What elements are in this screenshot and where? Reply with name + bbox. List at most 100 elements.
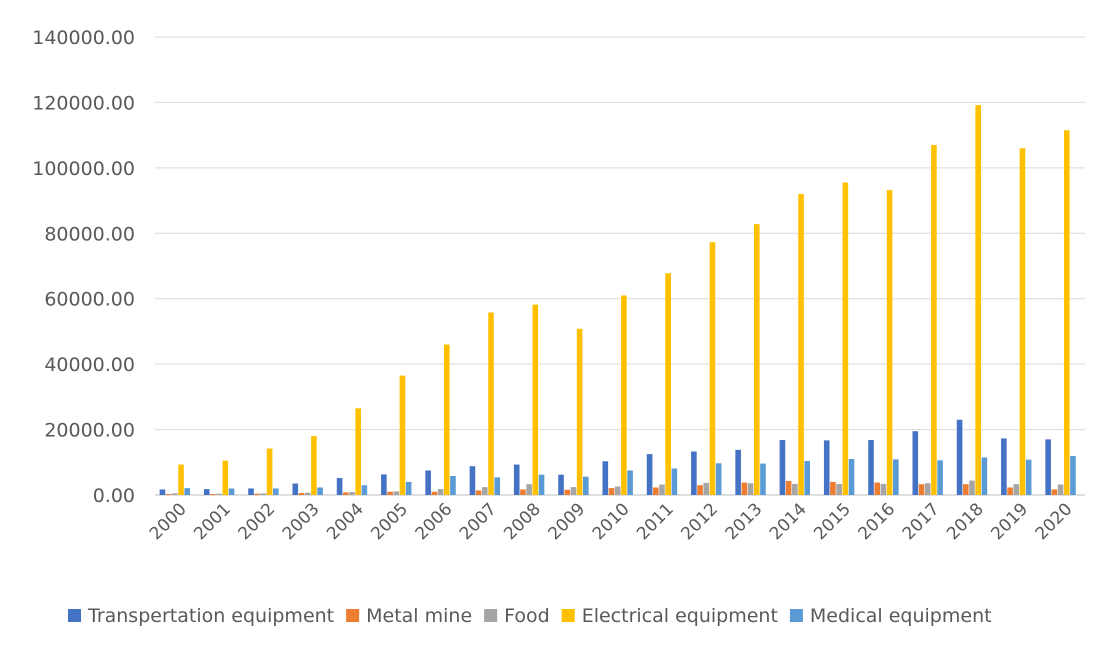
- bar: [431, 491, 438, 495]
- bar: [671, 468, 678, 495]
- x-tick-label: 2016: [855, 499, 900, 544]
- y-tick-label: 60000.00: [44, 289, 135, 311]
- legend: Transpertation equipment Metal mine Food El…: [68, 605, 992, 627]
- bar: [868, 440, 874, 495]
- x-tick-label: 2012: [677, 499, 722, 544]
- bar: [918, 484, 925, 495]
- bar: [583, 476, 589, 495]
- y-tick-label: 20000.00: [44, 420, 135, 442]
- bar: [482, 487, 488, 495]
- bar: [1025, 459, 1032, 495]
- x-tick-label: 2003: [279, 499, 324, 544]
- bar: [697, 485, 703, 495]
- bar: [513, 464, 520, 495]
- legend-swatch: [68, 609, 81, 622]
- x-tick-label: 2004: [323, 499, 368, 544]
- legend-item: Medical equipment: [789, 605, 992, 627]
- bar: [355, 408, 361, 495]
- bar: [304, 492, 311, 495]
- bar: [880, 483, 887, 495]
- legend-label: Food: [504, 605, 550, 627]
- bar: [1001, 438, 1007, 495]
- bar: [608, 488, 615, 495]
- bar: [924, 483, 931, 495]
- x-tick-label: 2010: [589, 499, 634, 544]
- bar: [273, 488, 279, 495]
- bar: [1013, 484, 1020, 495]
- bar: [931, 144, 937, 495]
- bar: [753, 224, 760, 495]
- bar: [602, 461, 609, 495]
- bar: [361, 485, 368, 495]
- bar: [405, 481, 412, 495]
- bar: [893, 459, 899, 495]
- bar: [260, 493, 267, 495]
- bar: [349, 492, 355, 495]
- bar: [830, 481, 836, 495]
- x-tick-label: 2019: [987, 499, 1032, 544]
- bar: [760, 463, 766, 495]
- bar: [779, 440, 786, 495]
- bar: [981, 457, 988, 495]
- bar: [399, 375, 406, 495]
- bar: [342, 492, 349, 495]
- bar: [248, 488, 254, 495]
- y-tick-label: 40000.00: [44, 354, 135, 376]
- bar: [962, 484, 969, 495]
- bar: [538, 474, 545, 495]
- bar: [266, 448, 273, 495]
- bar: [425, 470, 431, 495]
- x-tick-label: 2006: [412, 499, 457, 544]
- bar: [381, 474, 387, 495]
- bar: [443, 344, 450, 495]
- x-tick-label: 2001: [190, 499, 235, 544]
- x-tick-label: 2020: [1032, 499, 1077, 544]
- x-tick-label: 2013: [722, 499, 767, 544]
- bar: [172, 493, 178, 495]
- bar: [646, 454, 653, 495]
- x-tick-label: 2002: [235, 499, 280, 544]
- x-tick-label: 2009: [545, 499, 590, 544]
- bar: [735, 449, 741, 495]
- x-tick-label: 2015: [810, 499, 855, 544]
- bar: [715, 463, 722, 495]
- bar: [488, 312, 494, 495]
- bar: [576, 328, 583, 495]
- bar: [210, 494, 216, 495]
- bar: [184, 488, 191, 495]
- x-tick-label: 2008: [500, 499, 545, 544]
- bar: [558, 474, 564, 495]
- bar: [1019, 148, 1026, 495]
- bar: [526, 484, 532, 495]
- bar: [336, 477, 343, 495]
- bar: [437, 489, 444, 495]
- bar: [741, 482, 748, 495]
- bar: [652, 487, 659, 495]
- x-tick-label: 2017: [899, 499, 944, 544]
- y-tick-label: 0.00: [93, 485, 135, 507]
- bar: [469, 466, 476, 495]
- bar: [1057, 484, 1064, 495]
- bar: [292, 483, 299, 495]
- bar: [564, 489, 571, 495]
- y-axis-tick-labels: 0.00 20000.00 40000.00 60000.00 80000.00 1000…: [32, 27, 135, 507]
- bar: [1070, 456, 1076, 495]
- bar: [975, 105, 981, 495]
- bar: [159, 489, 166, 495]
- bar: [228, 488, 235, 495]
- bar: [823, 440, 830, 495]
- bar: [570, 487, 577, 495]
- bar: [216, 493, 222, 495]
- bar: [1007, 487, 1013, 495]
- bar: [798, 194, 804, 495]
- bar: [614, 486, 621, 495]
- x-tick-label: 2000: [146, 499, 191, 544]
- bar: [969, 480, 975, 495]
- bar: [475, 490, 482, 495]
- bar: [222, 460, 229, 495]
- x-tick-label: 2011: [633, 499, 678, 544]
- y-tick-label: 120000.00: [32, 92, 135, 114]
- x-axis-tick-labels: 2000 2001 2002 2003 2004 2005 2006 2007 2008 2009…: [146, 499, 1076, 544]
- bar: [387, 491, 393, 495]
